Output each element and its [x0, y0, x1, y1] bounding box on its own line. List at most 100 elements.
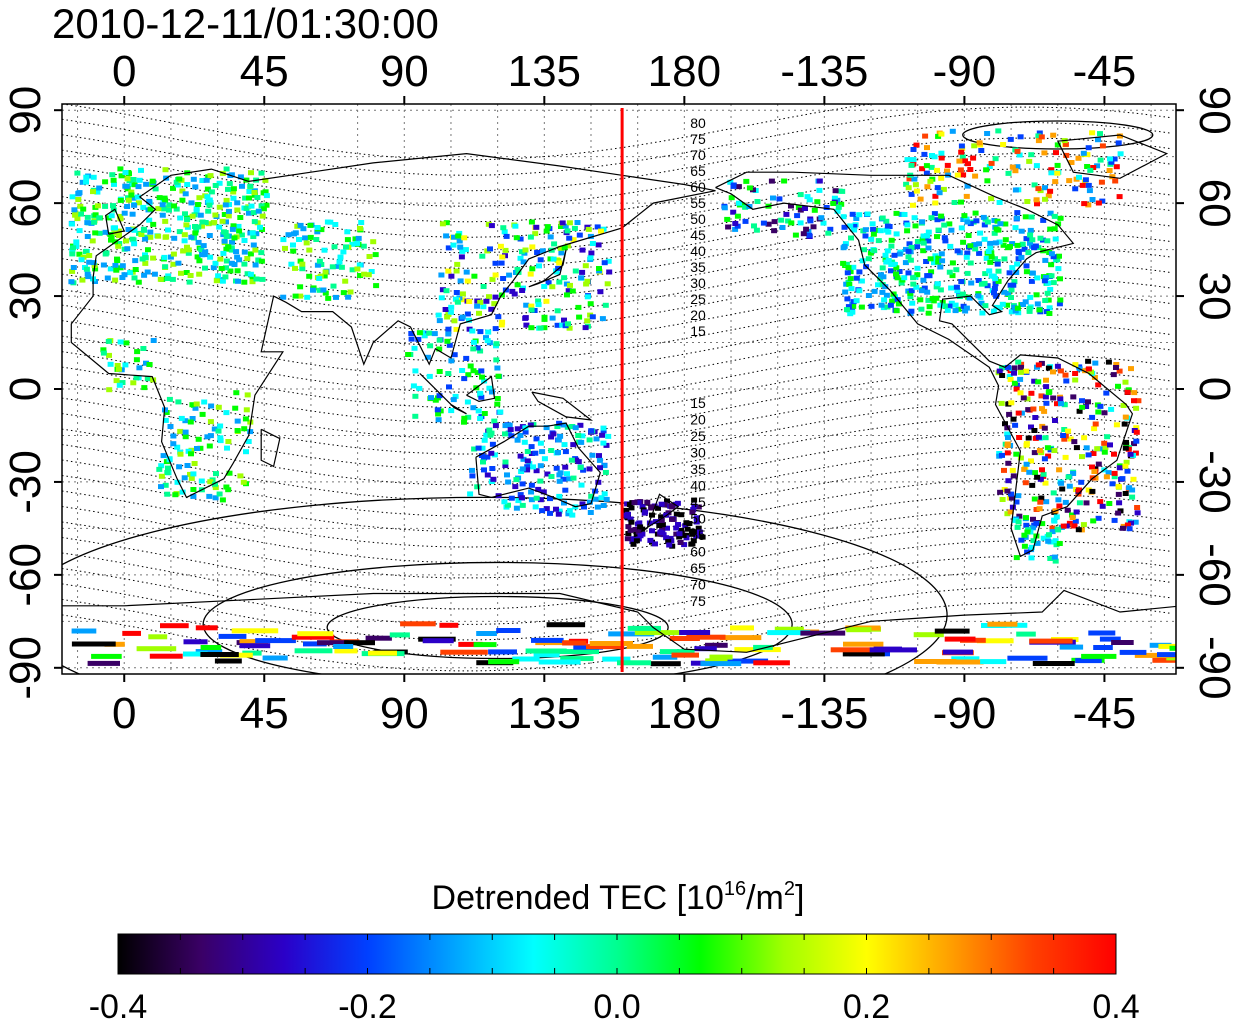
tec-point — [575, 304, 582, 310]
tec-point — [987, 259, 994, 265]
tec-point — [296, 237, 302, 242]
tec-point — [523, 322, 530, 328]
tec-point — [910, 275, 917, 281]
tec-point — [818, 215, 825, 221]
tec-point — [142, 236, 149, 242]
tec-point — [1022, 480, 1029, 486]
tec-point — [493, 341, 500, 347]
tec-point — [528, 303, 535, 309]
tec-point — [235, 223, 242, 229]
tec-point — [1057, 396, 1064, 402]
tec-point — [933, 295, 940, 301]
tec-point — [336, 259, 343, 265]
tec-point — [686, 634, 726, 640]
tec-point — [1047, 226, 1054, 232]
tec-point — [303, 240, 310, 246]
tec-point — [1008, 309, 1015, 315]
tec-point — [673, 525, 680, 531]
tec-point — [1028, 555, 1035, 561]
tec-point — [221, 212, 228, 217]
tec-point — [575, 433, 582, 438]
tec-point — [626, 502, 633, 507]
tec-point — [583, 281, 590, 287]
tec-point — [797, 220, 804, 226]
tec-point — [91, 219, 98, 225]
tec-point — [564, 292, 570, 298]
tec-point — [549, 284, 556, 290]
tec-point — [477, 390, 484, 396]
tec-point — [647, 537, 654, 543]
tec-point — [250, 210, 257, 216]
tec-point — [864, 211, 871, 217]
tec-point — [1075, 155, 1082, 161]
tec-point — [1105, 359, 1112, 365]
tec-point — [934, 628, 970, 634]
tec-point — [1051, 518, 1058, 524]
tec-point — [997, 489, 1004, 495]
tec-point — [519, 288, 526, 293]
tec-point — [1067, 436, 1074, 442]
tec-point — [1026, 308, 1033, 314]
tec-point — [237, 473, 244, 479]
tec-point — [935, 133, 942, 139]
tec-point — [938, 251, 945, 257]
bottom-lon-label: -45 — [1073, 689, 1137, 738]
tec-point — [548, 434, 555, 440]
tec-point — [586, 437, 593, 443]
tec-point — [537, 440, 544, 446]
tec-point — [632, 527, 639, 532]
tec-point — [1013, 270, 1020, 275]
tec-point — [133, 375, 140, 381]
tec-point — [1050, 369, 1056, 375]
tec-point — [1005, 460, 1012, 466]
tec-point — [543, 298, 550, 304]
mlat-contour — [62, 524, 1170, 594]
tec-point — [569, 288, 576, 294]
tec-point — [1048, 167, 1055, 173]
tec-point — [765, 221, 772, 227]
top-lon-label: -135 — [780, 47, 868, 96]
tec-point — [502, 423, 509, 429]
tec-point — [448, 304, 455, 310]
tec-point — [502, 247, 509, 253]
tec-point — [547, 234, 554, 240]
tec-point — [608, 631, 655, 637]
tec-point — [1024, 549, 1031, 555]
tec-point — [1016, 435, 1023, 440]
tec-point — [543, 506, 550, 512]
tec-point — [223, 265, 229, 271]
tec-point — [87, 660, 120, 666]
tec-point — [239, 639, 268, 645]
tec-point — [505, 430, 512, 436]
tec-point — [598, 495, 605, 501]
tec-point — [178, 415, 185, 421]
tec-point — [138, 232, 145, 237]
tec-point — [125, 227, 132, 232]
tec-point — [318, 262, 325, 267]
tec-point — [1072, 371, 1079, 376]
tec-point — [958, 225, 965, 231]
bottom-tick — [263, 674, 266, 682]
tec-point — [1109, 174, 1116, 180]
tec-point — [987, 621, 1018, 627]
tec-point — [988, 196, 995, 202]
tec-point — [659, 649, 695, 655]
tec-point — [671, 652, 699, 658]
tec-point — [108, 237, 114, 243]
right-lat-label: -60 — [1190, 543, 1239, 607]
tec-point — [1111, 451, 1117, 457]
tec-point — [1045, 453, 1052, 459]
tec-point — [967, 243, 974, 249]
tec-point — [118, 173, 125, 179]
tec-point — [1157, 652, 1176, 658]
top-tick — [683, 96, 686, 104]
tec-point — [548, 448, 555, 453]
tec-point — [867, 250, 874, 256]
tec-point — [1034, 301, 1041, 307]
tec-point — [535, 486, 542, 492]
tec-point — [89, 238, 96, 244]
tec-point — [539, 248, 546, 254]
tec-point — [1075, 658, 1102, 664]
tec-point — [1097, 499, 1104, 505]
tec-point — [847, 311, 854, 317]
